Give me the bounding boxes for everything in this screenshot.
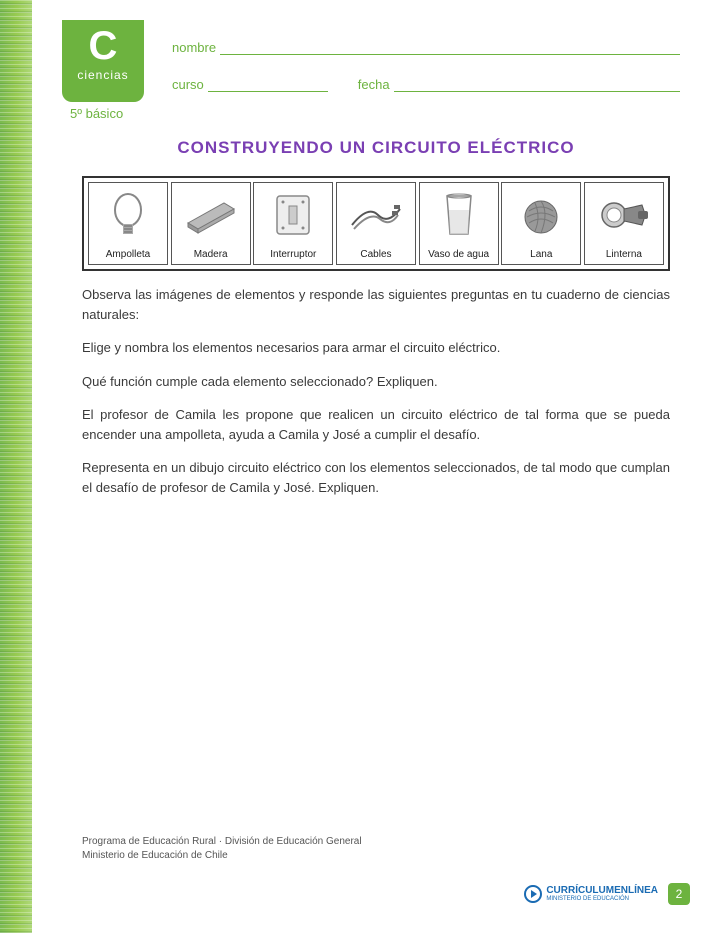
worksheet-page: C ciencias 5º básico nombre curso fecha …: [32, 0, 720, 933]
logo-text: CURRÍCULUMENLÍNEA MINISTERIO DE EDUCACIÓ…: [546, 886, 658, 902]
grade-label: 5º básico: [70, 106, 123, 121]
glass-icon: [420, 183, 498, 247]
date-label: fecha: [358, 77, 390, 92]
header: C ciencias 5º básico nombre curso fecha: [32, 0, 720, 130]
student-fields: nombre curso fecha: [172, 40, 680, 114]
item-linterna: Linterna: [584, 182, 664, 265]
item-ampolleta: Ampolleta: [88, 182, 168, 265]
wood-icon: [172, 183, 250, 247]
item-caption: Linterna: [605, 247, 643, 264]
instruction-1: Observa las imágenes de elementos y resp…: [82, 285, 670, 324]
worksheet-title: CONSTRUYENDO UN CIRCUITO ELÉCTRICO: [32, 138, 720, 158]
item-vaso-agua: Vaso de agua: [419, 182, 499, 265]
switch-icon: [254, 183, 332, 247]
instruction-2: Elige y nombra los elementos necesarios …: [82, 338, 670, 358]
course-date-row: curso fecha: [172, 77, 680, 92]
cables-icon: [337, 183, 415, 247]
item-caption: Ampolleta: [105, 247, 151, 264]
item-caption: Interruptor: [269, 247, 317, 264]
bulb-icon: [89, 183, 167, 247]
bottom-bar: CURRÍCULUMENLÍNEA MINISTERIO DE EDUCACIÓ…: [524, 883, 690, 905]
item-caption: Lana: [529, 247, 553, 264]
instruction-3: Qué función cumple cada elemento selecci…: [82, 372, 670, 392]
footer-line-2: Ministerio de Educación de Chile: [82, 849, 362, 863]
badge-letter: C: [62, 26, 144, 66]
instruction-4: El profesor de Camila les propone que re…: [82, 405, 670, 444]
badge-subject: ciencias: [62, 68, 144, 82]
flashlight-icon: [585, 183, 663, 247]
name-label: nombre: [172, 40, 216, 55]
spiral-binding: [0, 0, 32, 933]
materials-box: Ampolleta Madera Interruptor Cables: [82, 176, 670, 271]
name-input-line[interactable]: [220, 41, 680, 55]
subject-badge: C ciencias: [62, 20, 144, 102]
logo-sub: MINISTERIO DE EDUCACIÓN: [546, 896, 658, 902]
play-icon: [524, 885, 542, 903]
course-input-line[interactable]: [208, 78, 328, 92]
item-caption: Vaso de agua: [427, 247, 490, 264]
yarn-icon: [502, 183, 580, 247]
page-number: 2: [668, 883, 690, 905]
footer-line-1: Programa de Educación Rural · División d…: [82, 835, 362, 849]
footer-credits: Programa de Educación Rural · División d…: [82, 835, 362, 863]
item-cables: Cables: [336, 182, 416, 265]
item-interruptor: Interruptor: [253, 182, 333, 265]
date-input-line[interactable]: [394, 78, 680, 92]
item-madera: Madera: [171, 182, 251, 265]
name-field-row: nombre: [172, 40, 680, 55]
instruction-5: Representa en un dibujo circuito eléctri…: [82, 458, 670, 497]
course-label: curso: [172, 77, 204, 92]
content-area: Ampolleta Madera Interruptor Cables: [32, 176, 720, 497]
item-caption: Cables: [359, 247, 392, 264]
logo-main: CURRÍCULUMENLÍNEA: [546, 885, 658, 896]
item-lana: Lana: [501, 182, 581, 265]
item-caption: Madera: [193, 247, 229, 264]
curriculum-logo: CURRÍCULUMENLÍNEA MINISTERIO DE EDUCACIÓ…: [524, 885, 658, 903]
